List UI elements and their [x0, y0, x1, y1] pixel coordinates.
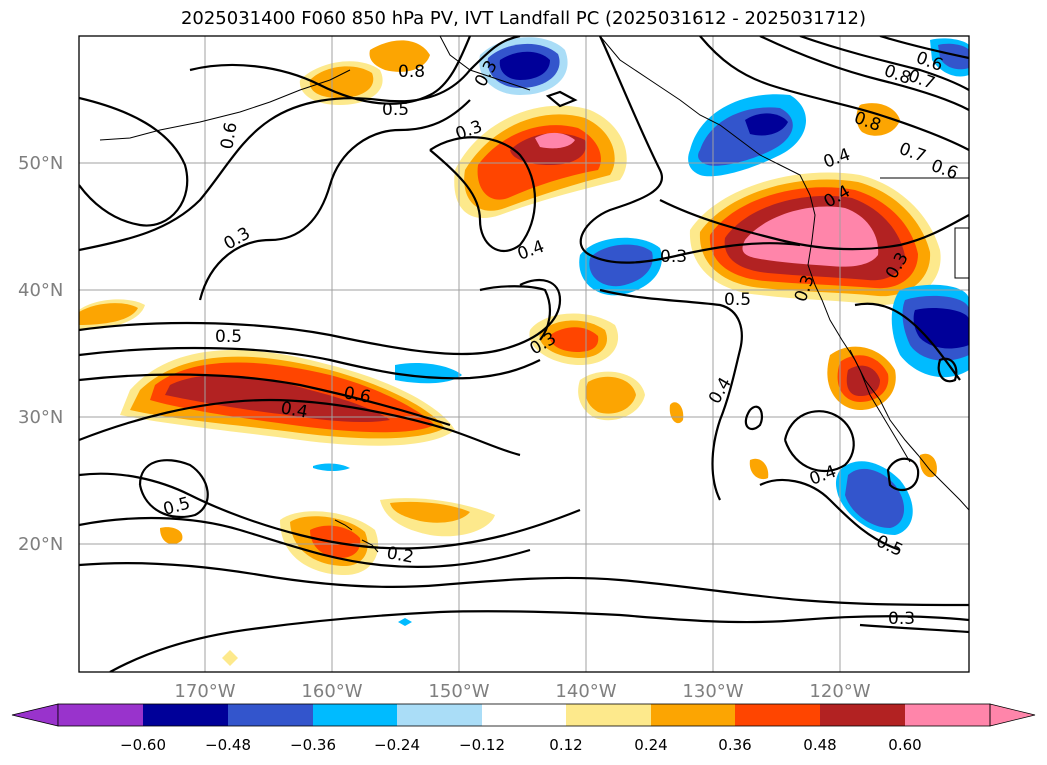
colorbar-tick-label: −0.24 [374, 736, 420, 754]
coastlines [99, 36, 969, 553]
colorbar-tick-label: −0.48 [205, 736, 251, 754]
contour-label: 0.5 [724, 290, 751, 310]
colorbar-tick-label: 0.36 [718, 736, 751, 754]
colorbar-bin [905, 704, 990, 726]
colorbar-tick-label: 0.24 [634, 736, 667, 754]
contour-label: 0.8 [398, 62, 425, 82]
map-title: 2025031400 F060 850 hPa PV, IVT Landfall… [180, 8, 867, 29]
contour-label: 0.3 [660, 247, 687, 267]
colorbar-bin [820, 704, 905, 726]
colorbar-tick-label: −0.12 [459, 736, 505, 754]
contour-label: 0.4 [279, 398, 309, 422]
pv-contours [79, 36, 969, 672]
colorbar: −0.60 −0.48 −0.36 −0.24 −0.12 0.12 0.24 … [11, 703, 1036, 754]
contour-label: 0.6 [217, 121, 241, 151]
lon-label-170w: 170°W [174, 681, 235, 702]
latitude-labels: 50°N 40°N 30°N 20°N [18, 153, 63, 555]
colorbar-tick-label: −0.60 [120, 736, 166, 754]
lat-label-30n: 30°N [18, 407, 63, 428]
lat-label-40n: 40°N [18, 280, 63, 301]
lon-label-120w: 120°W [809, 681, 870, 702]
colorbar-tick-label: −0.36 [290, 736, 336, 754]
colorbar-bin [313, 704, 397, 726]
contour-label: 0.2 [385, 543, 415, 567]
colorbar-bin [58, 704, 143, 726]
graticule [79, 36, 969, 672]
colorbar-extend-max [989, 703, 1036, 727]
colorbar-bin [228, 704, 313, 726]
lon-label-130w: 130°W [682, 681, 743, 702]
colorbar-tick-label: 0.48 [803, 736, 836, 754]
colorbar-bin [397, 704, 482, 726]
colorbar-tick-label: 0.60 [888, 736, 921, 754]
colorbar-frame [57, 703, 991, 727]
colorbar-tick-label: 0.12 [549, 736, 582, 754]
map-frame [78, 35, 970, 673]
colorbar-bin [651, 704, 735, 726]
contour-label: 0.5 [382, 100, 409, 120]
colorbar-bin [735, 704, 820, 726]
contour-label: 0.6 [342, 383, 372, 407]
lon-label-150w: 150°W [428, 681, 489, 702]
map-plot-area [79, 36, 969, 672]
longitude-labels: 170°W 160°W 150°W 140°W 130°W 120°W [174, 681, 870, 702]
colorbar-extend-min [11, 703, 59, 727]
contour-label: 0.5 [215, 327, 242, 347]
colorbar-bin [566, 704, 651, 726]
colorbar-bin [482, 704, 566, 726]
lon-label-140w: 140°W [555, 681, 616, 702]
colorbar-bin [143, 704, 228, 726]
contour-label: 0.3 [888, 609, 915, 629]
lon-label-160w: 160°W [301, 681, 362, 702]
lat-label-50n: 50°N [18, 153, 63, 174]
lat-label-20n: 20°N [18, 534, 63, 555]
